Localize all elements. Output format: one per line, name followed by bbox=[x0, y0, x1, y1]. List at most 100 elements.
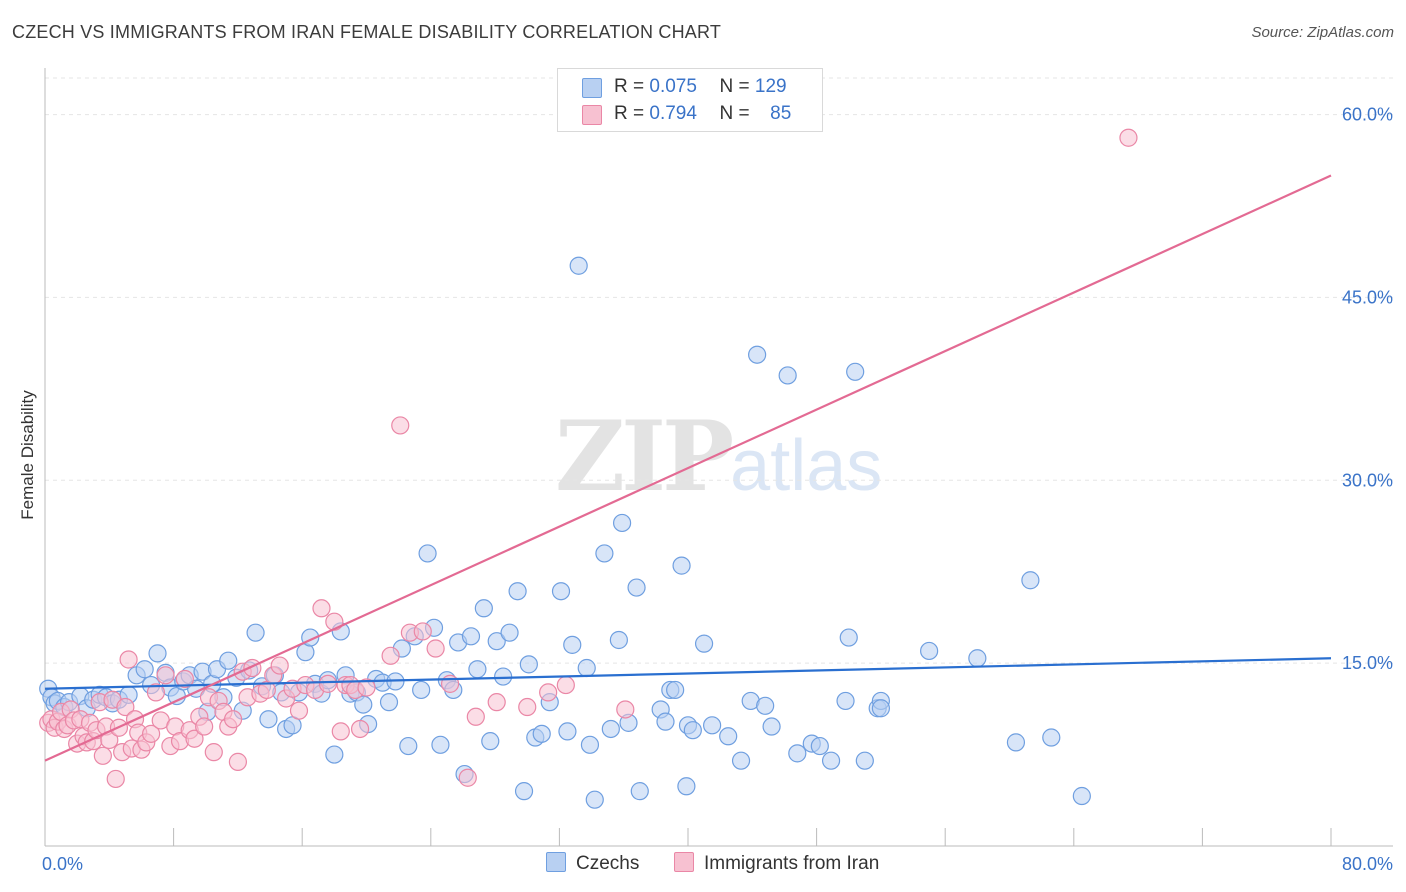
czechs-point bbox=[558, 722, 577, 741]
czechs-point bbox=[630, 782, 649, 801]
czechs-point bbox=[219, 651, 238, 670]
czechs-point bbox=[778, 366, 797, 385]
czechs-point bbox=[379, 693, 399, 712]
iran-point bbox=[119, 650, 138, 669]
y-tick-label: 60.0% bbox=[1342, 105, 1393, 125]
iran-point bbox=[146, 683, 166, 702]
czechs-point bbox=[580, 735, 600, 754]
czechs-point bbox=[810, 736, 829, 756]
czechs-point bbox=[756, 696, 775, 715]
czechs-point bbox=[1072, 786, 1091, 806]
iran-point bbox=[487, 693, 506, 712]
czechs-point bbox=[468, 660, 487, 679]
bottom-czechs-swatch bbox=[546, 852, 566, 872]
source-label: Source: ZipAtlas.com bbox=[1251, 24, 1394, 41]
czechs-point bbox=[703, 716, 722, 735]
czechs-point bbox=[585, 790, 604, 809]
czechs-point bbox=[871, 699, 891, 718]
czechs-point bbox=[666, 680, 685, 700]
iran-point bbox=[106, 769, 125, 789]
legend-text-iran: R = 0.794 N = 85 bbox=[614, 103, 791, 125]
iran-point bbox=[270, 656, 289, 675]
czechs-point bbox=[677, 777, 696, 796]
iran-trend-line bbox=[44, 174, 1332, 762]
chart-title: CZECH VS IMMIGRANTS FROM IRAN FEMALE DIS… bbox=[12, 22, 722, 42]
czechs-point bbox=[920, 641, 939, 661]
czechs-point bbox=[609, 630, 628, 650]
iran-point bbox=[116, 697, 135, 717]
iran-point bbox=[312, 599, 331, 618]
czechs-point bbox=[325, 745, 344, 764]
czechs-point bbox=[731, 751, 751, 770]
iran-point bbox=[204, 743, 223, 762]
czechs-point bbox=[519, 655, 538, 674]
iran-point bbox=[357, 678, 376, 697]
legend-czechs-r-label: R = bbox=[614, 76, 645, 97]
legend-czechs-n-label: N = bbox=[719, 76, 750, 97]
iran-point bbox=[195, 717, 214, 736]
czechs-point bbox=[399, 736, 418, 756]
czechs-point bbox=[418, 544, 437, 563]
iran-point bbox=[289, 701, 309, 720]
iran-point bbox=[426, 639, 445, 658]
iran-point bbox=[223, 710, 243, 729]
czechs-point bbox=[656, 712, 675, 731]
czechs-point bbox=[474, 599, 493, 618]
czechs-point bbox=[148, 644, 167, 663]
x-tick-label: 80.0% bbox=[1342, 854, 1393, 874]
iran-point bbox=[141, 724, 161, 743]
legend-iran-r-label: R = bbox=[614, 103, 645, 124]
czechs-point bbox=[412, 680, 431, 700]
iran-point bbox=[325, 612, 344, 631]
czechs-point bbox=[461, 627, 481, 646]
legend-czechs-n-value: 129 bbox=[754, 76, 787, 97]
czechs-point bbox=[354, 695, 373, 714]
czechs-point bbox=[563, 635, 582, 654]
czechs-point bbox=[846, 362, 865, 381]
czechs-point bbox=[612, 513, 632, 533]
iran-swatch bbox=[582, 105, 602, 125]
czechs-point bbox=[672, 556, 691, 575]
czechs-point bbox=[259, 710, 278, 729]
iran-point bbox=[381, 646, 400, 665]
iran-point bbox=[616, 700, 635, 719]
czechs-point bbox=[683, 721, 702, 740]
bottom-legend-czechs-label: Czechs bbox=[576, 853, 640, 874]
czechs-point bbox=[1042, 728, 1061, 747]
czechs-point bbox=[968, 649, 987, 668]
bottom-iran-swatch bbox=[674, 852, 694, 872]
czechs-point bbox=[748, 345, 767, 364]
iran-point bbox=[539, 683, 558, 702]
legend: R = 0.075 N = 129 R = 0.794 N = 85 bbox=[557, 68, 823, 132]
bottom-legend-iran-label: Immigrants from Iran bbox=[704, 853, 880, 874]
czechs-point bbox=[481, 732, 500, 751]
czechs-point bbox=[508, 582, 527, 601]
iran-point bbox=[175, 669, 194, 689]
czechs-point bbox=[821, 751, 841, 770]
iran-point bbox=[458, 768, 477, 787]
iran-point bbox=[391, 416, 410, 435]
y-tick-label: 15.0% bbox=[1342, 653, 1393, 673]
czechs-point bbox=[135, 660, 154, 679]
watermark-zip: ZIP bbox=[555, 400, 734, 513]
iran-point bbox=[413, 622, 432, 641]
iran-point bbox=[1119, 128, 1138, 147]
bottom-legend-czechs: Czechs bbox=[546, 852, 639, 875]
x-tick-label: 0.0% bbox=[42, 854, 83, 874]
czechs-point bbox=[494, 667, 513, 686]
iran-point bbox=[156, 666, 175, 685]
czechs-point bbox=[601, 719, 620, 739]
czechs-point bbox=[487, 632, 506, 651]
iran-point bbox=[466, 707, 485, 726]
czechs-point bbox=[694, 634, 714, 653]
czechs-point bbox=[1021, 571, 1040, 590]
czechs-point bbox=[500, 623, 519, 642]
czechs-point bbox=[627, 578, 646, 597]
iran-point bbox=[331, 722, 350, 741]
czechs-point bbox=[514, 782, 534, 801]
iran-point bbox=[518, 697, 537, 717]
bottom-legend-iran: Immigrants from Iran bbox=[674, 852, 879, 875]
czechs-point bbox=[855, 751, 874, 770]
iran-point bbox=[318, 674, 338, 693]
